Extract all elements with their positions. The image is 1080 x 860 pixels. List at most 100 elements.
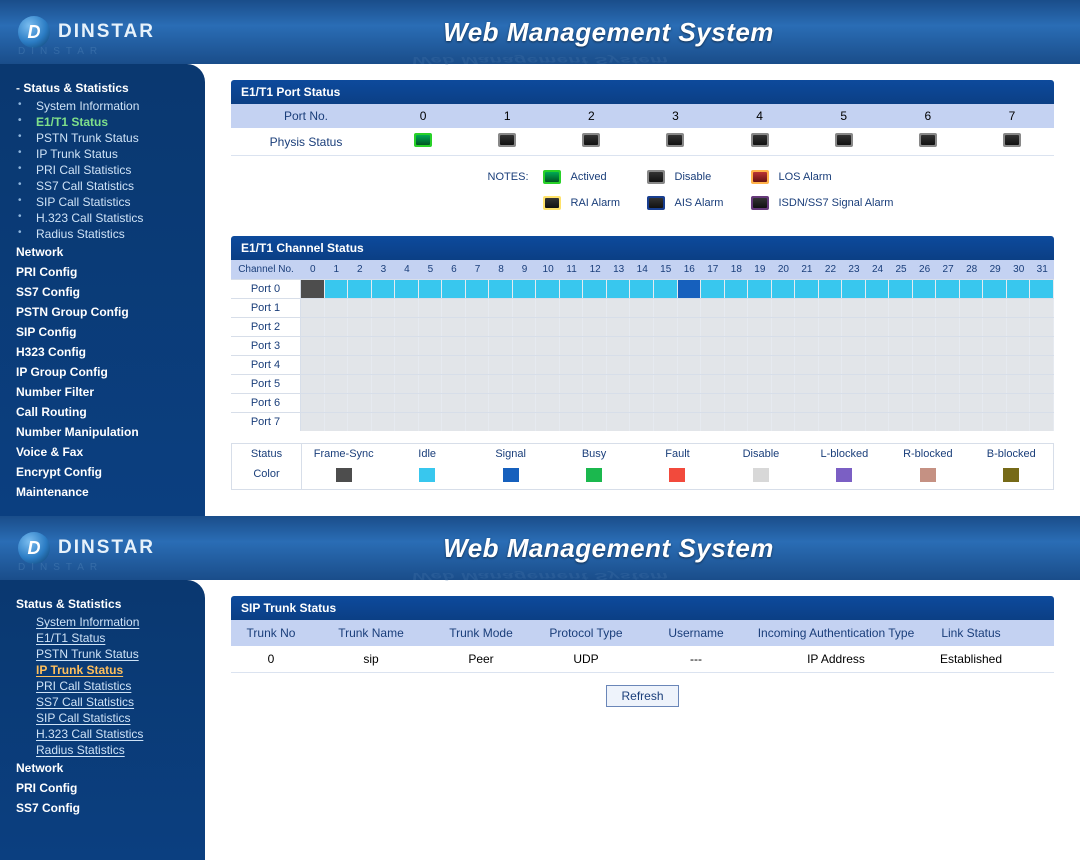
channel-cell <box>607 318 631 336</box>
sidebar-group[interactable]: H323 Config <box>0 342 205 362</box>
sidebar-item[interactable]: Radius Statistics <box>28 226 205 242</box>
channel-cell <box>536 375 560 393</box>
legend-label: LOS Alarm <box>779 171 899 183</box>
channel-cell <box>560 356 584 374</box>
sidebar-group[interactable]: Encrypt Config <box>0 462 205 482</box>
sidebar-item[interactable]: E1/T1 Status <box>28 114 205 130</box>
channel-cell <box>560 413 584 431</box>
sidebar-item[interactable]: E1/T1 Status <box>28 630 205 646</box>
channel-cell <box>630 280 654 298</box>
sidebar-group[interactable]: Status & Statistics <box>0 78 205 98</box>
channel-cell <box>842 280 866 298</box>
panel-channel-status: E1/T1 Channel Status Channel No.01234567… <box>231 236 1054 431</box>
channel-cell <box>325 356 349 374</box>
channel-cell <box>795 375 819 393</box>
channel-cell <box>489 375 513 393</box>
channel-cell <box>301 280 325 298</box>
channel-cell <box>466 375 490 393</box>
sip-header-row: Trunk NoTrunk NameTrunk ModeProtocol Typ… <box>231 620 1054 646</box>
channel-cell <box>842 413 866 431</box>
sidebar-group[interactable]: PRI Config <box>0 262 205 282</box>
sidebar-group[interactable]: SS7 Config <box>0 798 205 818</box>
channel-row: Port 4 <box>231 355 1054 374</box>
color-swatch-icon <box>586 468 602 482</box>
channel-cell <box>983 280 1007 298</box>
channel-cell <box>489 394 513 412</box>
port-chip-icon <box>498 133 516 147</box>
sidebar-item[interactable]: IP Trunk Status <box>28 146 205 162</box>
sidebar-group[interactable]: SIP Config <box>0 322 205 342</box>
sidebar-group[interactable]: SS7 Config <box>0 282 205 302</box>
sidebar-group[interactable]: Number Filter <box>0 382 205 402</box>
channel-cell <box>442 280 466 298</box>
port-chip-icon <box>414 133 432 147</box>
channel-cell <box>725 280 749 298</box>
channel-cell <box>936 318 960 336</box>
sidebar-group[interactable]: PSTN Group Config <box>0 302 205 322</box>
channel-cell <box>654 337 678 355</box>
sidebar-item[interactable]: PSTN Trunk Status <box>28 646 205 662</box>
sidebar-item[interactable]: H.323 Call Statistics <box>28 726 205 742</box>
table-row: 0sipPeerUDP---IP AddressEstablished <box>231 646 1054 673</box>
sidebar-item[interactable]: PRI Call Statistics <box>28 678 205 694</box>
legend-chip-icon <box>543 196 561 210</box>
channel-cell <box>678 299 702 317</box>
channel-cell <box>301 337 325 355</box>
channel-cell <box>419 299 443 317</box>
channel-cell <box>772 394 796 412</box>
channel-cell <box>889 394 913 412</box>
sidebar-item[interactable]: Radius Statistics <box>28 742 205 758</box>
channel-cell <box>583 375 607 393</box>
channel-cell <box>513 280 537 298</box>
channel-cell <box>866 280 890 298</box>
sidebar-item[interactable]: SIP Call Statistics <box>28 710 205 726</box>
channel-cell <box>348 394 372 412</box>
sidebar-item[interactable]: PSTN Trunk Status <box>28 130 205 146</box>
channel-header: Channel No.01234567891011121314151617181… <box>231 260 1054 279</box>
channel-cell <box>536 337 560 355</box>
channel-cell <box>419 356 443 374</box>
channel-cell <box>348 318 372 336</box>
channel-cell <box>583 318 607 336</box>
sidebar-item[interactable]: IP Trunk Status <box>28 662 205 678</box>
sidebar-group[interactable]: IP Group Config <box>0 362 205 382</box>
sidebar-group[interactable]: Network <box>0 758 205 778</box>
sidebar-item[interactable]: H.323 Call Statistics <box>28 210 205 226</box>
channel-cell <box>866 299 890 317</box>
sidebar-item[interactable]: PRI Call Statistics <box>28 162 205 178</box>
channel-cell <box>419 280 443 298</box>
sidebar: Status & StatisticsSystem InformationE1/… <box>0 64 205 516</box>
sidebar-group[interactable]: Network <box>0 242 205 262</box>
channel-cell <box>1030 280 1054 298</box>
sidebar-item[interactable]: System Information <box>28 98 205 114</box>
port-chip-icon <box>666 133 684 147</box>
channel-cell <box>1007 413 1031 431</box>
channel-cell <box>913 356 937 374</box>
channel-cell <box>866 337 890 355</box>
sidebar-group[interactable]: Status & Statistics <box>0 594 205 614</box>
channel-cell <box>1030 318 1054 336</box>
sidebar-item[interactable]: SS7 Call Statistics <box>28 178 205 194</box>
channel-cell <box>748 280 772 298</box>
sidebar-group[interactable]: Number Manipulation <box>0 422 205 442</box>
sidebar-item[interactable]: SS7 Call Statistics <box>28 694 205 710</box>
refresh-button[interactable]: Refresh <box>606 685 678 707</box>
sidebar-group[interactable]: Maintenance <box>0 482 205 502</box>
channel-cell <box>325 337 349 355</box>
channel-cell <box>419 413 443 431</box>
channel-cell <box>866 318 890 336</box>
sidebar-group[interactable]: Voice & Fax <box>0 442 205 462</box>
channel-cell <box>1030 356 1054 374</box>
channel-cell <box>701 356 725 374</box>
channel-cell <box>466 299 490 317</box>
channel-cell <box>583 337 607 355</box>
sidebar-group[interactable]: PRI Config <box>0 778 205 798</box>
channel-cell <box>1007 299 1031 317</box>
channel-cell <box>325 394 349 412</box>
channel-cell <box>654 394 678 412</box>
sidebar-item[interactable]: System Information <box>28 614 205 630</box>
sidebar-item[interactable]: SIP Call Statistics <box>28 194 205 210</box>
color-swatch-icon <box>419 468 435 482</box>
sidebar-group[interactable]: Call Routing <box>0 402 205 422</box>
channel-cell <box>607 337 631 355</box>
